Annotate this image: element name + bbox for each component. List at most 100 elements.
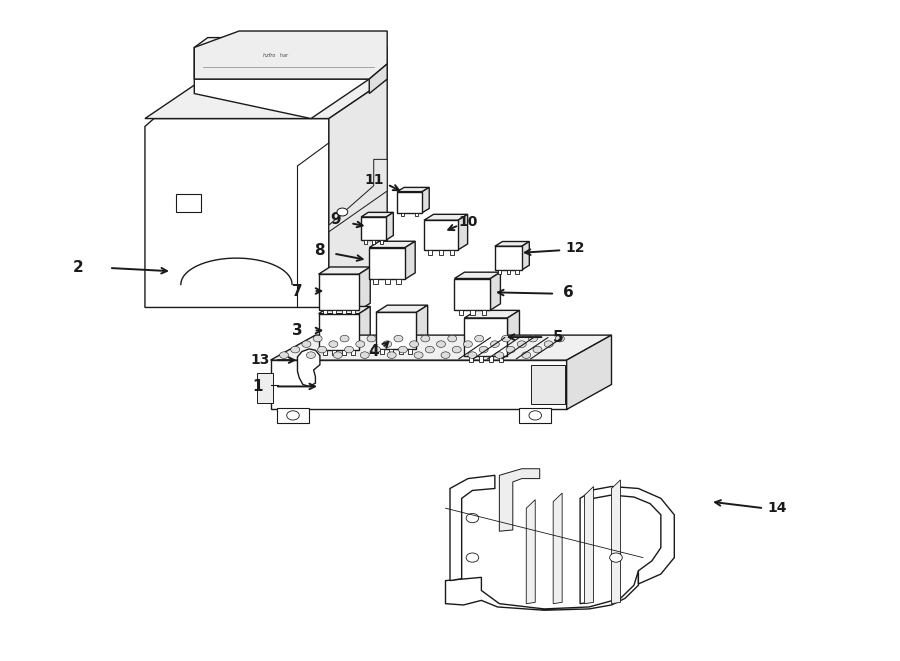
Polygon shape bbox=[194, 38, 387, 79]
Circle shape bbox=[410, 341, 418, 348]
Text: 6: 6 bbox=[563, 285, 574, 300]
Bar bbox=[400, 213, 404, 216]
Polygon shape bbox=[491, 272, 500, 310]
Bar bbox=[454, 278, 490, 310]
Text: 8: 8 bbox=[315, 243, 325, 258]
Circle shape bbox=[522, 352, 531, 358]
Bar bbox=[322, 350, 327, 355]
Bar bbox=[409, 348, 412, 354]
Text: 5: 5 bbox=[553, 330, 563, 344]
Polygon shape bbox=[397, 188, 429, 192]
Polygon shape bbox=[458, 214, 468, 250]
Polygon shape bbox=[369, 64, 387, 94]
Bar bbox=[271, 360, 567, 409]
Bar bbox=[450, 250, 454, 254]
Circle shape bbox=[345, 346, 354, 353]
Circle shape bbox=[291, 346, 300, 353]
Polygon shape bbox=[464, 311, 519, 318]
Circle shape bbox=[356, 341, 364, 348]
Bar bbox=[351, 350, 355, 355]
Circle shape bbox=[340, 335, 349, 342]
Bar bbox=[470, 310, 475, 315]
Circle shape bbox=[360, 352, 369, 358]
Text: hzfro   har: hzfro har bbox=[263, 53, 287, 58]
Text: 11: 11 bbox=[364, 173, 383, 188]
Polygon shape bbox=[417, 305, 428, 348]
Circle shape bbox=[333, 352, 342, 358]
Polygon shape bbox=[376, 305, 428, 313]
Bar bbox=[390, 348, 393, 354]
Polygon shape bbox=[361, 212, 393, 217]
Polygon shape bbox=[359, 267, 370, 311]
Circle shape bbox=[501, 335, 510, 342]
Circle shape bbox=[609, 553, 622, 563]
Bar bbox=[332, 350, 336, 355]
Circle shape bbox=[544, 341, 554, 348]
Circle shape bbox=[306, 352, 315, 358]
Bar bbox=[479, 356, 483, 362]
Bar bbox=[459, 310, 464, 315]
Bar bbox=[424, 220, 458, 250]
Circle shape bbox=[399, 346, 408, 353]
Circle shape bbox=[528, 335, 537, 342]
Circle shape bbox=[466, 514, 479, 523]
Polygon shape bbox=[454, 272, 500, 278]
Polygon shape bbox=[319, 267, 370, 274]
Circle shape bbox=[529, 410, 542, 420]
Circle shape bbox=[464, 341, 472, 348]
Polygon shape bbox=[522, 241, 529, 270]
Polygon shape bbox=[526, 500, 536, 603]
Bar bbox=[364, 240, 367, 244]
Circle shape bbox=[555, 335, 564, 342]
Bar bbox=[372, 240, 375, 244]
Polygon shape bbox=[567, 335, 611, 409]
Bar bbox=[257, 373, 274, 403]
Bar bbox=[322, 311, 327, 315]
Polygon shape bbox=[328, 79, 387, 307]
Polygon shape bbox=[194, 31, 387, 79]
Circle shape bbox=[367, 335, 376, 342]
Circle shape bbox=[436, 341, 446, 348]
Bar bbox=[176, 194, 202, 212]
Polygon shape bbox=[422, 188, 429, 213]
Bar bbox=[489, 356, 493, 362]
Circle shape bbox=[468, 352, 477, 358]
Circle shape bbox=[452, 346, 461, 353]
Bar bbox=[499, 356, 503, 362]
Text: 14: 14 bbox=[768, 501, 788, 515]
Polygon shape bbox=[508, 311, 519, 356]
Bar bbox=[374, 279, 378, 284]
Polygon shape bbox=[369, 241, 415, 248]
Bar bbox=[277, 408, 309, 422]
Polygon shape bbox=[580, 486, 674, 603]
Circle shape bbox=[466, 553, 479, 563]
Text: 7: 7 bbox=[292, 284, 302, 299]
Polygon shape bbox=[328, 159, 387, 232]
Polygon shape bbox=[495, 241, 529, 247]
Text: 2: 2 bbox=[72, 260, 83, 276]
Polygon shape bbox=[405, 241, 415, 279]
Bar bbox=[361, 217, 386, 240]
Circle shape bbox=[328, 341, 338, 348]
Circle shape bbox=[287, 410, 300, 420]
Bar bbox=[439, 250, 443, 254]
Circle shape bbox=[491, 341, 500, 348]
Bar bbox=[519, 408, 552, 422]
Circle shape bbox=[302, 341, 310, 348]
Polygon shape bbox=[145, 118, 328, 307]
Polygon shape bbox=[386, 212, 393, 240]
Circle shape bbox=[441, 352, 450, 358]
Circle shape bbox=[394, 335, 403, 342]
Text: 10: 10 bbox=[458, 215, 478, 229]
Text: 4: 4 bbox=[368, 344, 379, 359]
Text: 9: 9 bbox=[330, 212, 341, 227]
Polygon shape bbox=[450, 475, 495, 580]
Polygon shape bbox=[359, 307, 370, 350]
Circle shape bbox=[533, 346, 542, 353]
Bar bbox=[369, 248, 405, 279]
Bar bbox=[415, 213, 419, 216]
Polygon shape bbox=[145, 79, 387, 118]
Polygon shape bbox=[554, 493, 562, 603]
Circle shape bbox=[479, 346, 488, 353]
Circle shape bbox=[414, 352, 423, 358]
